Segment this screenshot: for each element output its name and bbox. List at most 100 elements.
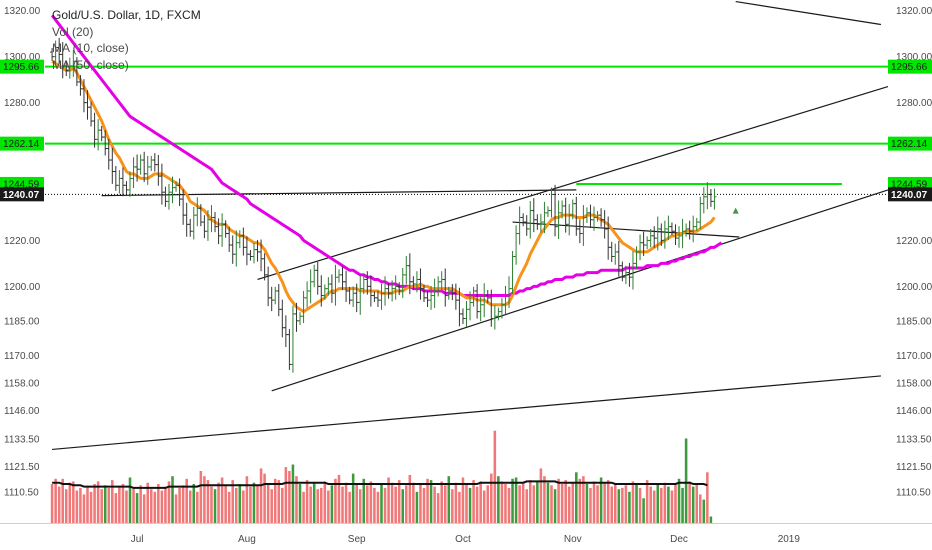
volume-bar <box>100 489 103 523</box>
volume-bar <box>125 490 128 523</box>
volume-bar <box>695 484 699 523</box>
volume-bar <box>412 482 415 523</box>
right-price-tick: 1220.00 <box>896 236 932 247</box>
volume-bar <box>320 487 323 523</box>
volume-bar <box>387 477 390 523</box>
volume-bar <box>234 487 238 523</box>
volume-bar <box>422 487 426 523</box>
volume-bar <box>660 487 663 523</box>
volume-bar <box>415 491 419 523</box>
right-price-tick: 1170.00 <box>896 351 932 362</box>
volume-bar <box>174 494 178 523</box>
volume-bar <box>458 491 461 523</box>
volume-bar <box>139 485 142 523</box>
volume-bar <box>64 489 68 523</box>
volume-bar <box>160 490 164 523</box>
trendline <box>735 0 882 26</box>
trendline <box>512 221 740 238</box>
left-price-tick: 1110.50 <box>4 487 39 498</box>
volume-bar <box>553 489 557 523</box>
right-price-tick: 1146.00 <box>896 406 932 417</box>
chart-legend: Gold/U.S. Dollar, 1D, FXCM Vol (20) MA (… <box>52 7 201 73</box>
left-price-tick: 1320.00 <box>4 6 41 17</box>
volume-bar <box>344 482 348 523</box>
volume-bar <box>227 491 231 523</box>
volume-bar <box>263 473 266 523</box>
volume-bar <box>419 484 422 523</box>
volume-bar <box>185 478 188 523</box>
volume-bar <box>603 482 606 523</box>
price-tag-label: 1262.14 <box>891 139 928 150</box>
volume-bar <box>86 486 89 523</box>
volume-bar <box>259 468 263 523</box>
volume-bar <box>231 480 235 523</box>
price-bars <box>50 37 717 373</box>
volume-bar <box>709 516 713 523</box>
price-tag-label: 1244.59 <box>891 179 928 190</box>
volume-bar <box>157 484 160 523</box>
volume-bar <box>511 478 514 523</box>
volume-bar <box>380 484 383 523</box>
volume-ma-layer <box>52 480 708 489</box>
signal-triangle <box>732 207 739 214</box>
time-tick: Jul <box>131 534 144 545</box>
volume-bar <box>220 477 224 523</box>
volume-bar <box>451 489 454 523</box>
right-price-tick: 1185.00 <box>896 316 932 327</box>
volume-bar <box>217 482 220 523</box>
volume-bar <box>89 491 93 523</box>
volume-bar <box>103 485 107 523</box>
volume-bar <box>75 490 79 523</box>
volume-bar <box>610 486 613 523</box>
price-tag-label: 1295.66 <box>3 62 40 73</box>
volume-bar <box>351 473 355 523</box>
volume-bar <box>518 485 521 523</box>
volume-bar <box>96 481 100 523</box>
volume-bar <box>578 478 582 523</box>
price-tag-left: 1240.07 <box>0 187 44 202</box>
right-price-axis: 1320.00 1300.00 1280.00 1220.00 1200.00 1185.… <box>896 6 932 498</box>
left-price-tick: 1185.00 <box>4 316 40 327</box>
volume-bar <box>348 491 351 523</box>
volume-bar <box>121 484 125 523</box>
volume-bar <box>196 491 199 523</box>
horizontal-levels <box>45 65 888 195</box>
trendline <box>101 189 577 197</box>
volume-bar <box>316 489 320 523</box>
volume-bar <box>507 487 511 523</box>
volume-bar <box>560 484 564 523</box>
time-tick: Sep <box>348 534 366 545</box>
volume-bar <box>585 484 589 523</box>
volume-bar <box>433 486 436 523</box>
volume-bar <box>429 480 433 523</box>
volume-bar <box>330 485 334 523</box>
volume-bar <box>698 494 702 523</box>
volume-bar <box>266 484 270 523</box>
volume-bar <box>443 485 447 523</box>
legend-volume: Vol (20) <box>52 24 94 39</box>
volume-bar <box>426 478 429 523</box>
volume-bar <box>337 474 341 523</box>
price-tag-label: 1244.59 <box>3 179 40 190</box>
price-tag-box <box>0 59 44 74</box>
volume-bar <box>475 486 479 523</box>
left-price-tick: 1300.00 <box>4 52 41 63</box>
volume-bar <box>479 481 482 523</box>
volume-bar <box>288 471 291 523</box>
volume-ma-line <box>52 480 708 489</box>
volume-bar <box>691 486 695 523</box>
volume-bar <box>482 490 486 523</box>
volume-bar <box>256 485 259 523</box>
volume-bar <box>298 484 302 523</box>
volume-bar <box>146 482 149 523</box>
volume-bar <box>645 480 649 523</box>
volume-bar <box>149 489 153 523</box>
volume-bar <box>107 487 111 523</box>
volume-bar <box>514 477 518 523</box>
trendline <box>271 189 889 392</box>
volume-bar <box>649 486 652 523</box>
volume-bar <box>50 484 54 523</box>
left-price-tick: 1146.00 <box>4 406 40 417</box>
volume-bar <box>192 484 196 523</box>
